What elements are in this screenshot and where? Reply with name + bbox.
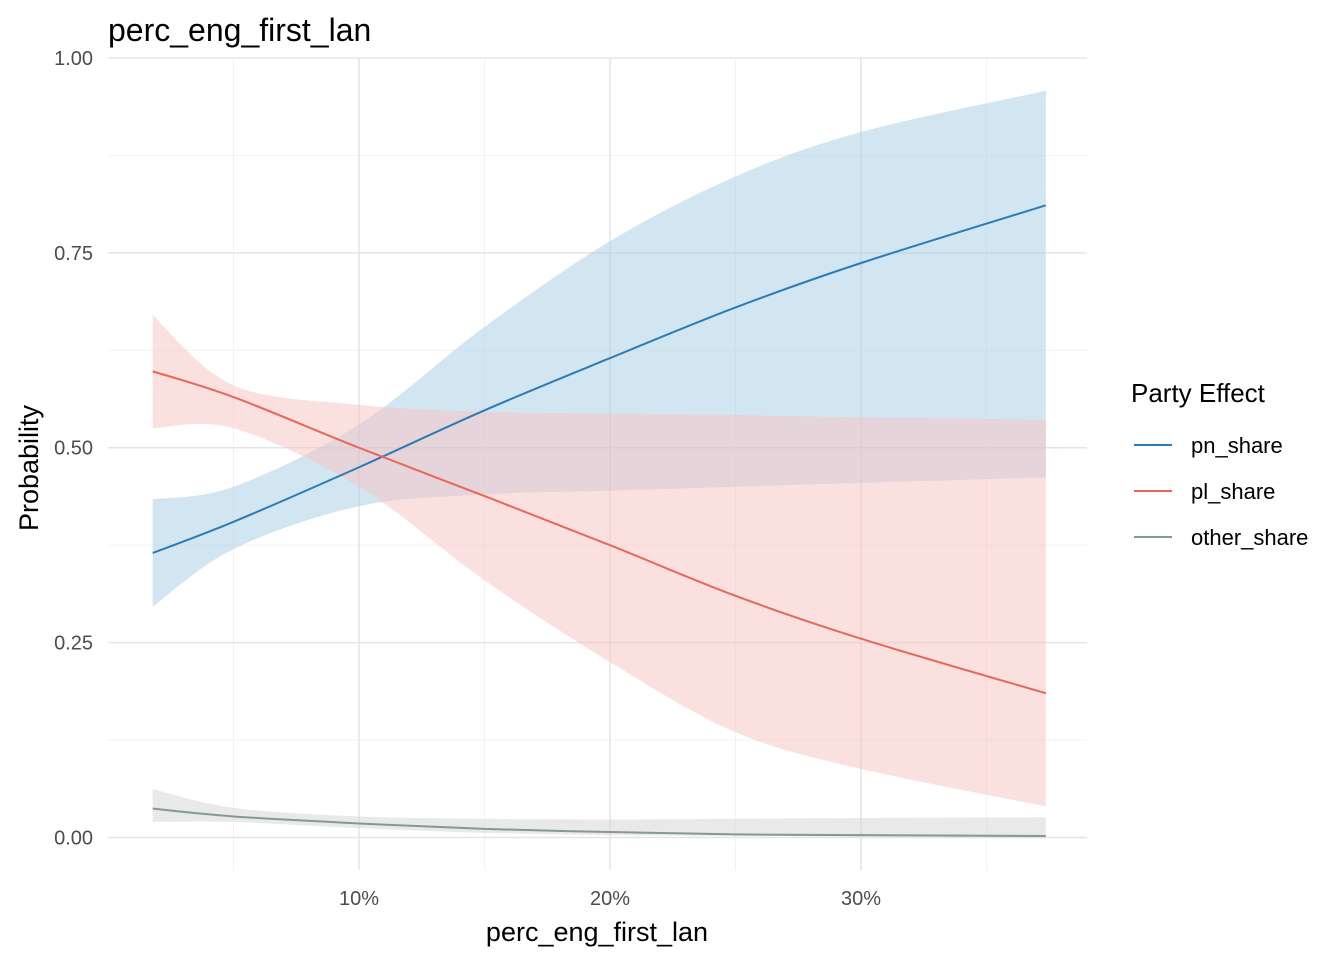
y-tick-label: 1.00 [54, 48, 93, 70]
y-tick-label: 0.00 [54, 827, 93, 849]
x-axis-title: perc_eng_first_lan [486, 917, 708, 947]
y-axis-title: Probability [14, 404, 44, 531]
line-pl_share [152, 370, 1047, 695]
legend: Party Effect pn_share pl_share other_share [1131, 378, 1308, 550]
legend-title: Party Effect [1131, 378, 1266, 408]
line-other_share [152, 807, 1046, 837]
legend-label-other_share: other_share [1191, 525, 1308, 550]
x-tick-label: 30% [841, 888, 881, 910]
ribbons [152, 90, 1046, 838]
chart-title: perc_eng_first_lan [108, 12, 371, 48]
line-pn_share [152, 204, 1047, 554]
x-tick-label: 20% [590, 888, 630, 910]
ribbon-other_share [152, 789, 1046, 838]
y-tick-label: 0.25 [54, 633, 93, 655]
legend-label-pn_share: pn_share [1191, 433, 1283, 458]
legend-label-pl_share: pl_share [1191, 479, 1275, 504]
x-tick-label: 10% [339, 888, 379, 910]
x-tick-labels: 10% 20% 30% [339, 888, 881, 910]
series-lines [152, 204, 1047, 837]
ribbon-pl_share [152, 315, 1046, 807]
y-tick-label: 0.50 [54, 438, 93, 460]
y-tick-label: 0.75 [54, 243, 93, 265]
y-tick-labels: 0.00 0.25 0.50 0.75 1.00 [54, 48, 93, 849]
